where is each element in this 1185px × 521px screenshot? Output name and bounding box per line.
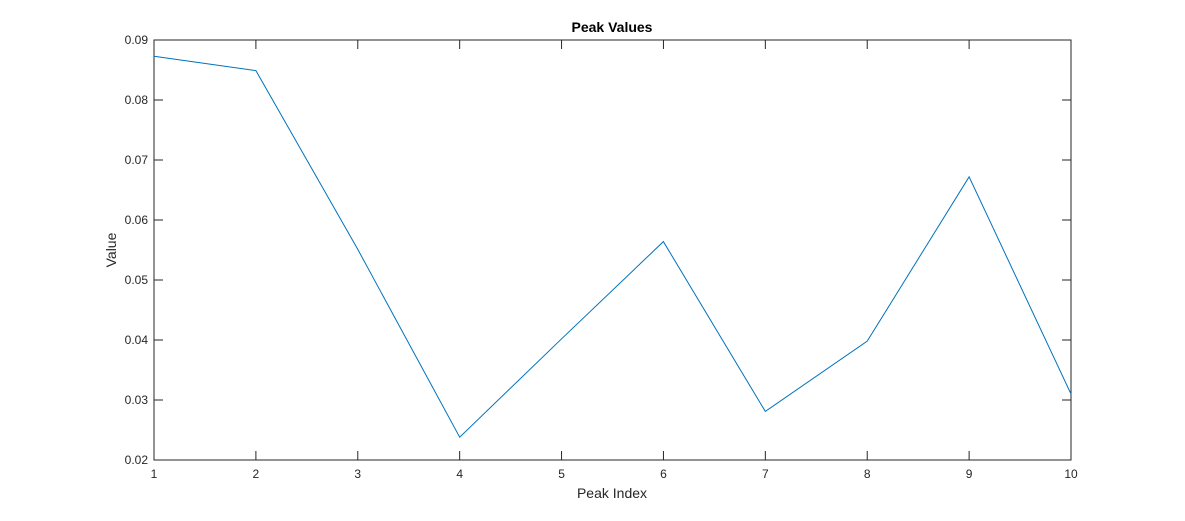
x-tick-label: 6 (660, 467, 667, 481)
y-tick-label: 0.05 (125, 273, 149, 287)
series-line (153, 55, 1072, 439)
data-point (154, 56, 155, 57)
y-axis-label: Value (103, 232, 119, 267)
x-tick-label: 5 (558, 467, 565, 481)
x-tick-label: 7 (762, 467, 769, 481)
y-tick-label: 0.07 (125, 153, 149, 167)
data-point (255, 70, 256, 71)
data-point (561, 338, 562, 339)
y-tick-label: 0.04 (125, 333, 149, 347)
y-tick-label: 0.09 (125, 33, 149, 47)
chart-title: Peak Values (572, 19, 653, 35)
data-point (765, 411, 766, 412)
data-point (357, 249, 358, 250)
y-tick-label: 0.06 (125, 213, 149, 227)
data-point (1071, 394, 1072, 395)
x-tick-label: 8 (864, 467, 871, 481)
x-tick-label: 2 (253, 467, 260, 481)
x-tick-label: 4 (456, 467, 463, 481)
x-tick-label: 3 (354, 467, 361, 481)
x-tick-label: 9 (966, 467, 973, 481)
data-point (663, 241, 664, 242)
y-tick-label: 0.08 (125, 93, 149, 107)
data-point (459, 437, 460, 438)
x-axis-label: Peak Index (577, 485, 647, 501)
plot-area: 1 2 3 4 5 6 7 8 9 10 0.02 0.03 0.04 0.05 0.06 0.07 0.08 0… (125, 33, 1078, 481)
data-point (867, 341, 868, 342)
plot-frame (153, 39, 1072, 461)
y-tick-label: 0.02 (125, 453, 149, 467)
x-tick-label: 1 (151, 467, 158, 481)
y-tick-label: 0.03 (125, 393, 149, 407)
x-tick-label: 10 (1064, 467, 1078, 481)
data-point (969, 176, 970, 177)
